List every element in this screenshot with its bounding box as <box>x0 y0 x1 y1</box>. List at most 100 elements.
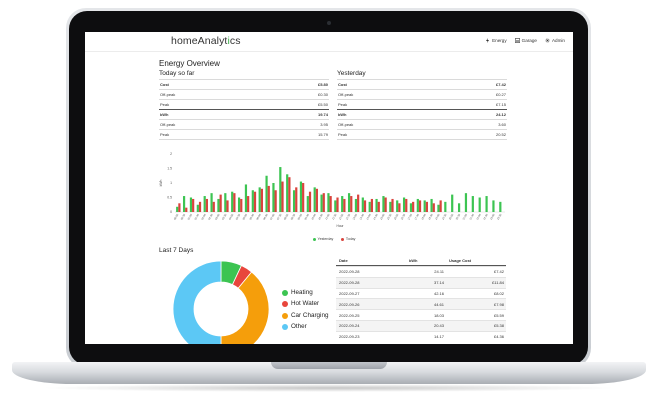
bar-today[interactable] <box>425 201 428 212</box>
bar-today[interactable] <box>405 198 408 212</box>
bar-yesterday[interactable] <box>272 183 275 212</box>
bar-today[interactable] <box>336 197 339 213</box>
bar-yesterday[interactable] <box>313 187 316 212</box>
bar-yesterday[interactable] <box>258 187 261 212</box>
bar-today[interactable] <box>391 198 394 212</box>
bar-today[interactable] <box>343 198 346 212</box>
bar-yesterday[interactable] <box>189 197 193 213</box>
bar-today[interactable] <box>295 187 298 212</box>
bar-today[interactable] <box>329 196 332 212</box>
bar-yesterday[interactable] <box>320 194 323 212</box>
bar-today[interactable] <box>226 200 229 212</box>
bar-yesterday[interactable] <box>299 181 303 212</box>
bar-yesterday[interactable] <box>444 201 447 212</box>
bar-yesterday[interactable] <box>306 196 309 212</box>
bar-yesterday[interactable] <box>244 184 248 212</box>
bar-today[interactable] <box>274 190 277 212</box>
bar-yesterday[interactable] <box>382 196 385 212</box>
table-row[interactable]: 2022-09-28 24.11 £7.42 <box>336 266 506 277</box>
bar-yesterday[interactable] <box>210 193 213 212</box>
col-header-kwh[interactable]: kWh <box>409 258 418 263</box>
bar-yesterday[interactable] <box>279 167 282 212</box>
bar-today[interactable] <box>260 188 263 212</box>
bar-today[interactable] <box>247 196 250 212</box>
bar-today[interactable] <box>267 185 270 212</box>
bar-yesterday[interactable] <box>375 198 378 212</box>
bar-yesterday[interactable] <box>176 206 179 212</box>
bar-today[interactable] <box>363 200 367 212</box>
bar-yesterday[interactable] <box>251 190 254 212</box>
col-header-usage-cost[interactable]: Usage Cost <box>449 258 472 263</box>
bar-today[interactable] <box>192 198 195 212</box>
bar-yesterday[interactable] <box>196 204 199 212</box>
bar-today[interactable] <box>212 201 215 212</box>
bar-today[interactable] <box>350 196 353 212</box>
bar-today[interactable] <box>398 203 401 212</box>
bar-yesterday[interactable] <box>341 196 344 212</box>
bar-yesterday[interactable] <box>485 196 488 212</box>
bar-yesterday[interactable] <box>430 198 433 212</box>
bar-yesterday[interactable] <box>499 201 502 212</box>
bar-yesterday[interactable] <box>396 200 399 212</box>
bar-yesterday[interactable] <box>451 194 454 212</box>
bar-yesterday[interactable] <box>237 197 241 213</box>
bar-yesterday[interactable] <box>389 201 392 212</box>
table-row[interactable]: 2022-09-25 18.03 £5.59 <box>336 309 506 320</box>
bar-yesterday[interactable] <box>231 191 234 212</box>
bar-today[interactable] <box>288 177 291 212</box>
bar-today[interactable] <box>198 201 202 212</box>
bar-today[interactable] <box>308 191 312 212</box>
table-row[interactable]: 2022-09-24 20.43 £5.38 <box>336 319 506 331</box>
bar-today[interactable] <box>233 193 236 212</box>
donut-legend-heating[interactable]: Heating <box>282 289 313 296</box>
bar-today[interactable] <box>370 198 373 212</box>
bar-yesterday[interactable] <box>464 193 468 212</box>
bar-today[interactable] <box>253 191 257 212</box>
bar-yesterday[interactable] <box>416 198 419 212</box>
bar-today[interactable] <box>219 194 222 212</box>
bar-today[interactable] <box>384 197 387 213</box>
nav-item-admin[interactable]: Admin <box>545 38 565 43</box>
bar-today[interactable] <box>377 201 380 212</box>
bar-yesterday[interactable] <box>203 196 206 212</box>
table-row[interactable]: 2022-09-27 42.16 £8.02 <box>336 287 506 299</box>
bar-yesterday[interactable] <box>368 201 371 212</box>
bar-today[interactable] <box>178 203 181 212</box>
nav-item-garage[interactable]: Garage <box>514 38 537 43</box>
bar-today[interactable] <box>412 201 415 212</box>
legend-item-today[interactable]: Today <box>341 237 355 241</box>
bar-today[interactable] <box>322 193 325 212</box>
bar-today[interactable] <box>240 198 243 212</box>
bar-yesterday[interactable] <box>182 196 186 212</box>
nav-item-energy[interactable]: Energy <box>485 38 507 43</box>
bar-yesterday[interactable] <box>354 198 358 212</box>
bar-today[interactable] <box>281 181 284 212</box>
bar-today[interactable] <box>315 188 318 212</box>
bar-today[interactable] <box>185 207 188 212</box>
bar-yesterday[interactable] <box>286 174 289 212</box>
bar-today[interactable] <box>432 203 435 212</box>
bar-yesterday[interactable] <box>457 203 461 212</box>
bar-yesterday[interactable] <box>224 193 227 212</box>
bar-yesterday[interactable] <box>409 203 413 212</box>
bar-yesterday[interactable] <box>402 197 406 213</box>
donut-legend-hot-water[interactable]: Hot Water <box>282 300 319 307</box>
bar-yesterday[interactable] <box>478 197 481 213</box>
bar-yesterday[interactable] <box>292 190 296 212</box>
col-header-date[interactable]: Date <box>339 258 348 263</box>
bar-today[interactable] <box>302 183 305 212</box>
table-row[interactable]: 2022-09-26 44.61 £7.98 <box>336 298 506 310</box>
table-row[interactable]: 2022-09-23 14.17 £4.36 <box>336 330 506 342</box>
bar-yesterday[interactable] <box>471 196 474 212</box>
legend-item-yesterday[interactable]: Yesterday <box>313 237 333 241</box>
app-logo[interactable]: homeAnalytics <box>171 35 241 47</box>
bar-yesterday[interactable] <box>265 175 268 212</box>
bar-yesterday[interactable] <box>492 200 495 212</box>
bar-yesterday[interactable] <box>334 200 337 212</box>
bar-yesterday[interactable] <box>347 193 351 212</box>
bar-yesterday[interactable] <box>423 200 426 212</box>
table-row[interactable]: 2022-09-28 37.14 £11.84 <box>336 276 506 288</box>
bar-today[interactable] <box>205 198 208 212</box>
bar-today[interactable] <box>439 200 442 212</box>
bar-yesterday[interactable] <box>437 204 440 212</box>
